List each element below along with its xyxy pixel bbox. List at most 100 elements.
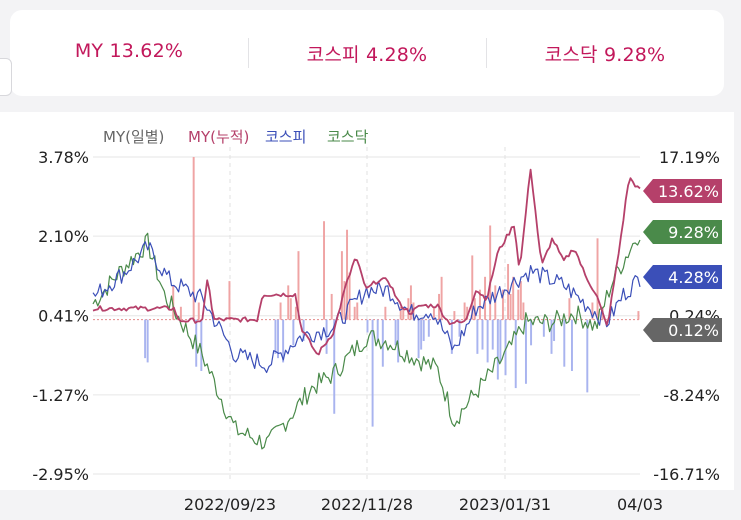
daily-bar [553,319,556,342]
end-badge [643,318,722,342]
left-tick-label: 0.41% [38,307,89,326]
x-tick-label: 2022/11/28 [321,495,413,514]
daily-bar [346,229,349,320]
daily-bar [473,298,476,320]
daily-bar [402,306,405,320]
daily-bar [384,306,387,320]
daily-bar [476,319,479,354]
daily-bar [274,319,277,354]
legend-item: 코스닥 [327,128,369,146]
daily-bar [568,298,571,320]
stat-divider [248,38,249,68]
end-badge-label: 4.28% [668,268,719,287]
side-handle[interactable] [0,58,12,96]
summary-card: MY 13.62% 코스피 4.28% 코스닥 9.28% [10,10,724,96]
daily-bar [440,276,443,320]
x-tick-label: 2023/01/31 [459,495,551,514]
daily-bar [417,319,420,359]
daily-bar [356,302,359,320]
daily-bar [172,285,175,320]
daily-bar [297,251,300,320]
daily-bar [397,319,400,363]
daily-bar [348,272,351,320]
daily-bar [287,285,290,320]
daily-bar [570,319,573,371]
daily-bar [302,319,305,342]
daily-bar [371,319,374,427]
daily-bar [504,319,507,376]
daily-bar [144,319,147,359]
daily-bar [277,319,279,359]
daily-bar [420,319,423,350]
left-tick-label: 2.10% [38,227,89,246]
daily-bar [517,289,520,320]
daily-bar [409,285,412,320]
daily-bar [146,319,149,363]
daily-bar [471,255,474,320]
daily-bar [522,302,525,320]
daily-bar [399,306,402,320]
legend-item: 코스피 [265,128,306,146]
daily-bar [340,251,343,320]
daily-bar [353,306,356,320]
my-return-stat: MY 13.62% [74,40,184,62]
daily-bar [509,293,512,320]
daily-bar [228,281,231,320]
end-badge [643,265,722,289]
daily-bar [519,281,522,320]
left-tick-label: 3.78% [38,148,89,167]
left-tick-label: -2.95% [32,465,89,484]
kospi-return-stat: 코스피 4.28% [306,44,428,66]
daily-bar [179,306,182,320]
daily-bar [422,319,425,342]
daily-bar [432,306,435,320]
daily-bar [294,306,297,320]
daily-bar [542,319,545,337]
daily-bar [366,319,369,333]
daily-bar [514,319,517,389]
daily-bar [637,311,640,320]
daily-bar [279,302,282,320]
end-badge-label: 9.28% [668,223,719,242]
daily-bar [596,238,599,320]
daily-bar [524,319,527,384]
end-badge [643,179,722,203]
daily-bar [323,221,326,320]
daily-bar [282,319,285,363]
daily-bar [453,311,456,320]
right-tick-label: -16.71% [653,465,720,484]
daily-bar [486,319,489,363]
stat-divider [486,38,487,68]
x-tick-label: 04/03 [617,495,663,514]
daily-bar [376,319,379,342]
legend-item: MY(일별) [103,128,164,146]
daily-bar [496,319,499,380]
end-badge [643,220,722,244]
daily-bar [501,289,504,320]
my-cumulative-line [92,168,641,356]
daily-bar [466,306,469,320]
x-tick-label: 2022/09/23 [184,495,276,514]
daily-bar [292,319,295,346]
daily-bar [407,298,410,320]
end-badge-label: 0.12% [668,321,719,340]
daily-bar [330,293,333,320]
daily-bar [200,319,203,371]
daily-bar [192,157,195,320]
x-axis-strip [0,490,741,520]
daily-bar [530,319,533,346]
daily-bar [586,319,589,393]
kosdaq-return-stat: 코스닥 9.28% [544,44,666,66]
daily-bar [343,281,346,320]
daily-bar [463,302,466,320]
daily-bar [550,319,553,354]
right-tick-label: 17.19% [659,148,720,167]
daily-bar [512,276,515,320]
legend-item: MY(누적) [188,128,249,146]
left-tick-label: -1.27% [32,386,89,405]
daily-bar [563,319,566,367]
daily-bar [381,319,384,367]
kosdaq-line [92,232,641,450]
daily-bar [478,289,481,320]
